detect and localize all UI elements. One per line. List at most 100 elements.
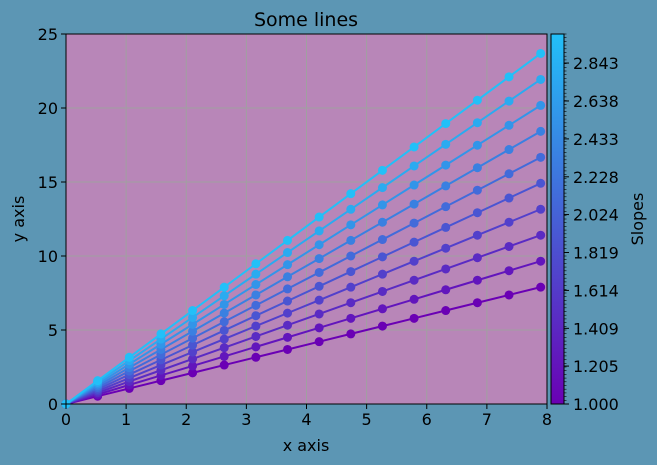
x-axis-label: x axis	[283, 436, 330, 455]
data-point	[219, 343, 229, 353]
data-point	[472, 230, 482, 240]
series-path	[65, 286, 541, 405]
y-axis-ticks: 0 5 10 15 20 25	[38, 25, 66, 414]
series-path	[65, 260, 541, 405]
data-point	[409, 313, 419, 323]
data-point	[188, 340, 198, 350]
data-point	[283, 284, 293, 294]
data-point	[283, 248, 293, 258]
data-point	[377, 286, 387, 296]
series-path	[65, 130, 542, 405]
data-point	[377, 252, 387, 262]
colorbar-label: Slopes	[628, 193, 647, 246]
series-path	[65, 156, 542, 405]
data-point	[219, 299, 229, 309]
data-point	[441, 139, 451, 149]
data-point	[472, 163, 482, 173]
data-point	[346, 204, 356, 214]
data-point	[283, 235, 293, 245]
data-point	[251, 300, 261, 310]
data-point	[536, 100, 546, 110]
data-point	[156, 329, 166, 339]
series-line	[61, 48, 546, 409]
data-point	[188, 326, 198, 336]
chart-title: Some lines	[254, 9, 358, 31]
data-point	[409, 199, 419, 209]
data-point	[346, 235, 356, 245]
data-point	[251, 331, 261, 341]
data-point	[188, 354, 198, 364]
data-point	[441, 306, 451, 316]
data-point	[441, 119, 451, 129]
data-point	[314, 226, 324, 236]
data-series-group	[61, 48, 546, 409]
data-point	[504, 145, 514, 155]
data-point	[219, 334, 229, 344]
data-point	[124, 352, 134, 362]
x-tick-label: 2	[181, 410, 191, 429]
data-point	[346, 267, 356, 277]
y-tick-label: 25	[38, 25, 58, 44]
data-point	[504, 169, 514, 179]
data-point	[314, 323, 324, 333]
data-point	[504, 266, 514, 276]
y-tick-label: 0	[48, 395, 58, 414]
data-point	[377, 321, 387, 331]
data-point	[251, 342, 261, 352]
data-point	[346, 313, 356, 323]
data-point	[504, 120, 514, 130]
x-axis-ticks: 0 1 2 3 4 5 6 7 8	[61, 404, 552, 429]
data-point	[346, 251, 356, 261]
x-tick-label: 4	[301, 410, 311, 429]
data-point	[219, 325, 229, 335]
data-point	[283, 296, 293, 306]
data-point	[504, 193, 514, 203]
data-point	[219, 291, 229, 301]
data-point	[314, 212, 324, 222]
data-point	[219, 308, 229, 318]
x-tick-label: 7	[482, 410, 492, 429]
colorbar-tick-label: 2.228	[573, 168, 619, 187]
data-point	[377, 200, 387, 210]
data-point	[409, 161, 419, 171]
data-point	[472, 298, 482, 308]
data-point	[188, 319, 198, 329]
data-point	[188, 361, 198, 371]
data-point	[409, 275, 419, 285]
data-point	[188, 368, 198, 378]
data-point	[188, 333, 198, 343]
y-tick-label: 10	[38, 247, 58, 266]
data-point	[283, 320, 293, 330]
data-point	[472, 185, 482, 195]
data-point	[536, 256, 546, 266]
data-point	[93, 376, 103, 386]
colorbar-tick-label: 1.205	[573, 357, 619, 376]
data-point	[409, 256, 419, 266]
series-path	[65, 104, 542, 405]
data-point	[314, 295, 324, 305]
data-point	[536, 152, 546, 162]
series-path	[65, 182, 542, 405]
data-point	[377, 269, 387, 279]
data-point	[472, 253, 482, 263]
data-point	[346, 220, 356, 230]
y-tick-label: 5	[48, 321, 58, 340]
data-point	[409, 294, 419, 304]
data-point	[409, 218, 419, 228]
data-point	[409, 237, 419, 247]
data-point	[536, 282, 546, 292]
data-point	[346, 298, 356, 308]
data-point	[377, 217, 387, 227]
data-point	[504, 217, 514, 227]
data-point	[346, 189, 356, 199]
colorbar-tick-label: 1.409	[573, 319, 619, 338]
colorbar-tick-label: 1.614	[573, 281, 619, 300]
data-point	[536, 178, 546, 188]
data-point	[219, 282, 229, 292]
data-point	[314, 240, 324, 250]
x-tick-label: 0	[61, 410, 71, 429]
data-point	[472, 95, 482, 105]
data-point	[441, 222, 451, 232]
data-point	[377, 304, 387, 314]
